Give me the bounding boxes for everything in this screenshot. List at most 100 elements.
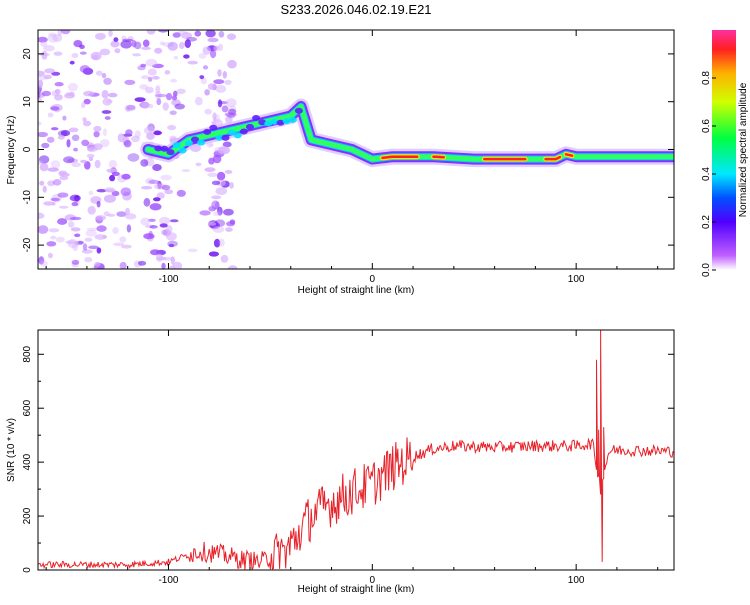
noise-blob bbox=[215, 187, 228, 196]
noise-blob bbox=[79, 65, 91, 74]
noise-blob bbox=[121, 35, 127, 42]
noise-blob bbox=[38, 97, 42, 103]
noise-blob bbox=[51, 71, 61, 76]
spectrogram-heatmap bbox=[38, 30, 674, 269]
noise-blob bbox=[108, 92, 118, 98]
noise-blob bbox=[207, 222, 217, 226]
noise-blob bbox=[79, 51, 87, 55]
noise-blob bbox=[211, 180, 221, 186]
spectral-ridge-peak bbox=[432, 155, 445, 159]
noise-blob bbox=[152, 63, 164, 69]
colorbar-tick-label: 0.6 bbox=[701, 119, 712, 133]
noise-blob bbox=[186, 37, 198, 42]
noise-blob bbox=[69, 60, 75, 65]
noise-blob bbox=[59, 176, 69, 181]
ridge-blob bbox=[252, 115, 261, 121]
ridge-blob bbox=[227, 129, 236, 136]
ridge-blob bbox=[166, 149, 175, 156]
noise-blob bbox=[73, 147, 78, 152]
noise-blob bbox=[224, 79, 232, 85]
noise-blob bbox=[44, 68, 55, 74]
noise-blob bbox=[153, 197, 161, 202]
noise-blob bbox=[120, 40, 132, 49]
noise-blob bbox=[207, 172, 218, 177]
noise-blob bbox=[91, 266, 99, 269]
noise-blob bbox=[113, 37, 119, 42]
noise-blob bbox=[107, 213, 116, 217]
noise-blob bbox=[84, 237, 93, 242]
ridge-blob bbox=[221, 134, 230, 141]
ridge-blob bbox=[294, 107, 303, 114]
noise-blob bbox=[198, 52, 207, 59]
noise-blob bbox=[60, 130, 71, 137]
spectral-ridge-band bbox=[145, 104, 674, 162]
noise-blob bbox=[94, 32, 106, 40]
noise-blob bbox=[140, 159, 149, 167]
noise-blob bbox=[50, 235, 57, 240]
figure-title: S233.2026.046.02.19.E21 bbox=[280, 2, 431, 17]
noise-blob bbox=[137, 65, 146, 71]
ridge-blob bbox=[276, 119, 285, 126]
noise-blob bbox=[147, 133, 156, 140]
noise-blob bbox=[126, 105, 136, 110]
noise-blob bbox=[161, 262, 166, 269]
snr-plot-area bbox=[38, 330, 674, 570]
ridge-blob bbox=[172, 142, 181, 149]
noise-blob bbox=[145, 224, 155, 228]
noise-blob bbox=[105, 189, 116, 193]
noise-blob bbox=[47, 252, 53, 259]
y-tick-label: 0 bbox=[22, 146, 33, 152]
noise-blob bbox=[62, 115, 67, 121]
noise-blob bbox=[148, 179, 160, 184]
noise-blob bbox=[119, 236, 127, 243]
noise-blob bbox=[143, 233, 155, 240]
noise-blob bbox=[217, 69, 222, 77]
noise-blob bbox=[68, 91, 75, 97]
noise-blob bbox=[162, 42, 174, 48]
noise-blob bbox=[69, 216, 82, 221]
noise-blob bbox=[85, 230, 97, 237]
noise-blob bbox=[164, 70, 171, 75]
noise-blob bbox=[88, 190, 94, 196]
y-tick-label: 20 bbox=[22, 48, 33, 60]
x-tick-label: 100 bbox=[568, 575, 585, 586]
noise-blob bbox=[225, 227, 233, 232]
noise-blob bbox=[42, 185, 47, 193]
noise-blob bbox=[110, 40, 120, 48]
noise-blob bbox=[41, 142, 50, 149]
noise-blob bbox=[212, 226, 225, 233]
noise-blob bbox=[140, 217, 151, 226]
noise-blob bbox=[52, 34, 63, 42]
noise-blob bbox=[159, 41, 165, 46]
noise-blob bbox=[106, 168, 118, 173]
noise-blob bbox=[194, 96, 203, 106]
noise-blob bbox=[99, 139, 110, 148]
noise-blob bbox=[59, 205, 69, 209]
noise-blob bbox=[39, 52, 50, 57]
noise-blob bbox=[55, 236, 65, 243]
noise-blob bbox=[94, 261, 101, 267]
y-tick-label: -20 bbox=[22, 237, 33, 252]
noise-blob bbox=[157, 30, 169, 33]
noise-blob bbox=[140, 63, 147, 68]
ridge-blob bbox=[209, 124, 218, 131]
noise-blob bbox=[221, 105, 229, 113]
noise-blob bbox=[50, 197, 60, 202]
noise-blob bbox=[131, 135, 140, 143]
ridge-blob bbox=[288, 117, 297, 123]
ridge-blob bbox=[178, 147, 187, 154]
ridge-blob bbox=[233, 132, 242, 139]
noise-blob bbox=[102, 98, 112, 106]
noise-blob bbox=[40, 260, 48, 267]
ridge-blob bbox=[184, 140, 193, 147]
noise-blob bbox=[83, 90, 95, 97]
noise-blob bbox=[218, 146, 231, 155]
noise-blob bbox=[225, 98, 237, 108]
noise-blob bbox=[82, 120, 92, 127]
colorbar-tick-label: 0.8 bbox=[701, 71, 712, 85]
spectrogram-x-label: Height of straight line (km) bbox=[298, 285, 415, 296]
noise-blob bbox=[67, 238, 78, 248]
noise-blob bbox=[48, 228, 60, 233]
noise-blob bbox=[57, 192, 69, 198]
noise-blob bbox=[147, 103, 154, 109]
